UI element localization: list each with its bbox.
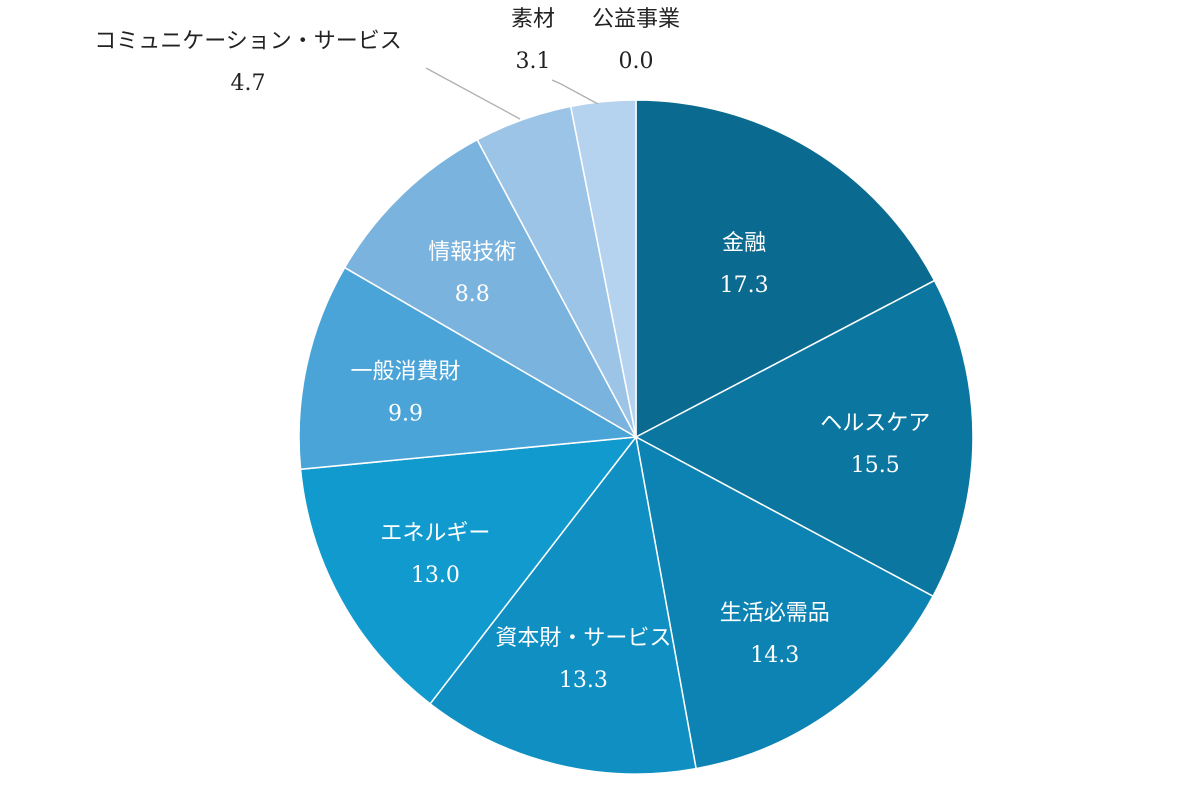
slice-9-category-label: 公益事業 <box>592 7 680 32</box>
slice-8-category-label: 素材 <box>511 7 555 32</box>
slice-8-value-label: 3.1 <box>516 49 551 74</box>
slice-4-category-label: エネルギー <box>380 521 490 546</box>
slice-2-value-label: 14.3 <box>750 643 799 668</box>
slice-2 <box>634 435 935 770</box>
slice-4 <box>299 436 638 705</box>
slice-5-category-label: 一般消費財 <box>351 360 461 385</box>
slice-1-value-label: 15.5 <box>851 453 900 478</box>
slice-3 <box>429 435 697 775</box>
slice-8 <box>569 99 637 438</box>
slice-0 <box>635 99 936 439</box>
slice-7-leader-line <box>425 67 521 120</box>
pie-slices <box>298 99 974 775</box>
slice-0-value-label: 17.3 <box>720 273 769 298</box>
slice-9-value-label: 0.0 <box>619 49 654 74</box>
slice-labels: 金融 17.3 ヘルスケア 15.5 生活必需品 14.3 資本財・サービス 13.3 エネルギ… <box>94 7 930 693</box>
slice-6 <box>343 138 638 439</box>
slice-3-value-label: 13.3 <box>559 668 608 693</box>
slice-6-category-label: 情報技術 <box>428 240 516 265</box>
slice-6-value-label: 8.8 <box>455 282 490 307</box>
leader-lines <box>425 67 599 120</box>
slice-7-value-label: 4.7 <box>231 71 266 96</box>
slice-5-value-label: 9.9 <box>388 402 423 427</box>
slice-7-category-label: コミュニケーション・サービス <box>94 29 402 54</box>
slice-0-category-label: 金融 <box>722 231 766 256</box>
slice-4-value-label: 13.0 <box>411 563 460 588</box>
slice-1 <box>634 279 974 598</box>
slice-3-category-label: 資本財・サービス <box>495 626 671 651</box>
slice-5 <box>298 266 639 471</box>
slice-2-category-label: 生活必需品 <box>720 601 830 626</box>
slice-1-category-label: ヘルスケア <box>820 411 930 436</box>
slice-8-leader-line <box>551 79 599 105</box>
